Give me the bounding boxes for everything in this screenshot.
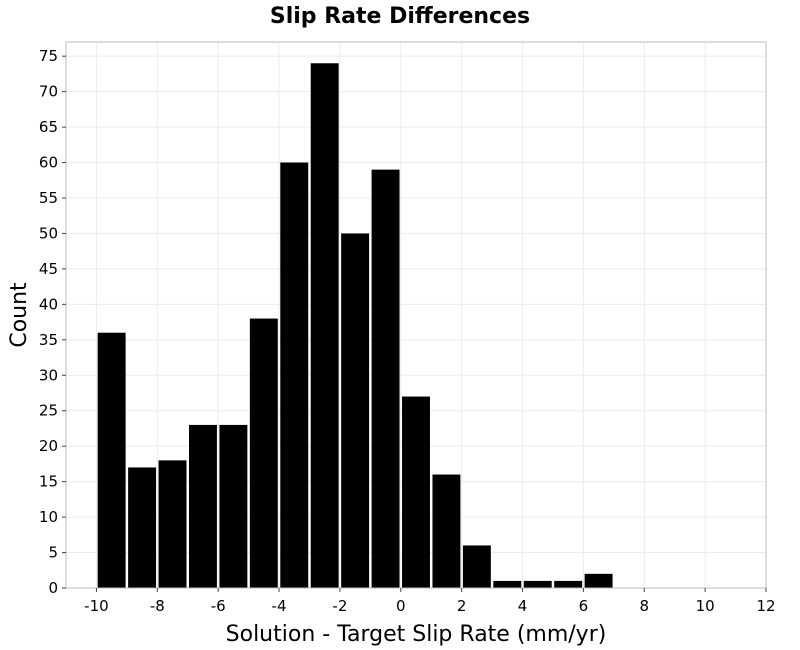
histogram-bar — [310, 63, 339, 589]
histogram-bar — [371, 169, 400, 589]
y-tick-label: 50 — [39, 224, 58, 242]
histogram-bar — [128, 467, 157, 588]
histogram-bar — [402, 396, 430, 588]
histogram-bar — [280, 162, 309, 588]
y-tick-label: 20 — [39, 437, 58, 455]
histogram-bar — [432, 474, 461, 588]
x-tick-label: -2 — [332, 597, 347, 615]
y-tick-label: 60 — [39, 154, 58, 172]
x-tick-label: 0 — [396, 597, 406, 615]
x-tick-label: 8 — [639, 597, 649, 615]
x-tick-label: -6 — [211, 597, 226, 615]
y-tick-label: 15 — [39, 473, 58, 491]
bars — [97, 63, 613, 589]
y-tick-label: 30 — [39, 366, 58, 384]
y-tick-label: 0 — [48, 579, 58, 597]
chart-title: Slip Rate Differences — [270, 4, 530, 29]
x-tick-label: 4 — [518, 597, 528, 615]
histogram-bar — [523, 580, 552, 588]
x-axis-label: Solution - Target Slip Rate (mm/yr) — [226, 622, 607, 647]
x-tick-label: -10 — [84, 597, 109, 615]
y-tick-label: 35 — [39, 331, 58, 349]
y-tick-label: 65 — [39, 118, 58, 136]
y-axis-label: Count — [7, 282, 32, 348]
histogram-bar — [554, 580, 583, 588]
histogram-bar — [462, 545, 491, 588]
histogram-bar — [493, 580, 522, 588]
y-tick-label: 70 — [39, 83, 58, 101]
y-tick-label: 45 — [39, 260, 58, 278]
x-tick-label: 2 — [457, 597, 467, 615]
x-tick-label: -8 — [150, 597, 165, 615]
histogram-bar — [341, 233, 370, 589]
x-tick-label: 10 — [696, 597, 715, 615]
y-tick-label: 25 — [39, 402, 58, 420]
histogram-bar — [219, 424, 248, 588]
x-tick-label: -4 — [272, 597, 287, 615]
x-tick-label: 12 — [756, 597, 775, 615]
y-tick-label: 55 — [39, 189, 58, 207]
y-tick-label: 5 — [48, 544, 58, 562]
histogram-bar — [249, 318, 278, 588]
histogram-bar — [188, 424, 217, 588]
plot-frame — [65, 41, 767, 589]
grid-lines — [66, 42, 767, 589]
y-tick-label: 75 — [39, 47, 58, 65]
histogram-bar — [97, 332, 126, 588]
x-tick-label: 6 — [579, 597, 589, 615]
histogram-bar — [158, 460, 187, 588]
y-tick-label: 40 — [39, 295, 58, 313]
y-tick-label: 10 — [39, 508, 58, 526]
histogram-bar — [584, 573, 613, 588]
